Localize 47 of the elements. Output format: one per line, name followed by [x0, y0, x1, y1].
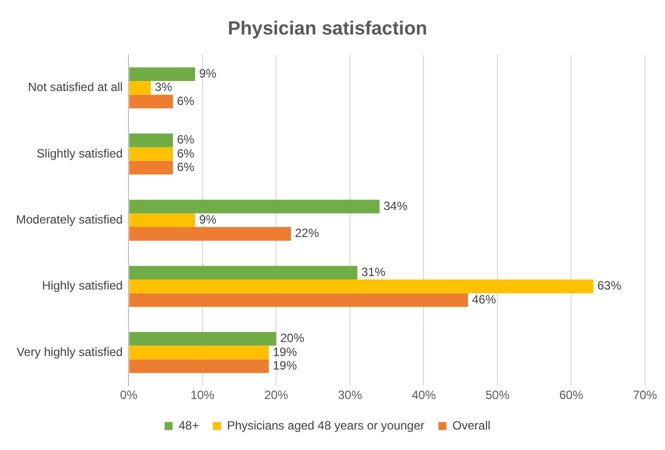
y-tick-label: Not satisfied at all	[28, 80, 123, 94]
x-tick-label: 0%	[120, 388, 138, 402]
bar	[129, 293, 468, 307]
data-label: 6%	[176, 160, 195, 174]
y-tick-label: Highly satisfied	[42, 278, 123, 293]
x-tick-label: 40%	[412, 388, 436, 402]
data-label: 9%	[199, 212, 217, 227]
data-label: 22%	[294, 226, 320, 240]
bar	[129, 94, 173, 108]
bar	[129, 213, 196, 228]
bar	[129, 134, 173, 148]
bar	[129, 227, 291, 241]
bar	[129, 346, 269, 360]
data-label: 6%	[176, 146, 195, 160]
bar	[129, 147, 173, 161]
data-label: 20%	[280, 331, 305, 346]
legend-label: 48+	[178, 418, 199, 432]
x-tick-label: 70%	[632, 388, 658, 402]
data-label: 6%	[176, 94, 195, 108]
x-tick-label: 10%	[190, 388, 215, 402]
legend-label: Overall	[452, 418, 490, 432]
legend-label: Physicians aged 48 years or younger	[226, 418, 424, 432]
bar	[129, 67, 196, 82]
y-tick-label: Slightly satisfied	[36, 146, 123, 160]
data-label: 6%	[176, 132, 195, 147]
bar	[129, 81, 151, 95]
bar	[129, 359, 269, 374]
data-label: 19%	[272, 358, 298, 373]
x-tick-label: 50%	[485, 388, 510, 402]
chart-title: Physician satisfaction	[228, 18, 428, 40]
data-label: 46%	[472, 292, 496, 306]
bar	[129, 160, 173, 175]
bar	[129, 266, 358, 280]
x-tick-label: 20%	[264, 388, 289, 402]
bar	[129, 280, 594, 294]
bar	[129, 200, 380, 214]
data-label: 31%	[361, 265, 386, 279]
data-label: 19%	[272, 344, 298, 359]
y-tick-label: Moderately satisfied	[16, 212, 123, 227]
x-tick-label: 60%	[559, 388, 584, 402]
data-label: 9%	[199, 66, 217, 81]
y-tick-label: Very highly satisfied	[16, 344, 123, 359]
data-label: 3%	[154, 80, 173, 94]
bar	[129, 332, 276, 346]
data-label: 63%	[597, 278, 622, 293]
x-tick-label: 30%	[338, 388, 362, 402]
data-label: 34%	[383, 198, 408, 213]
